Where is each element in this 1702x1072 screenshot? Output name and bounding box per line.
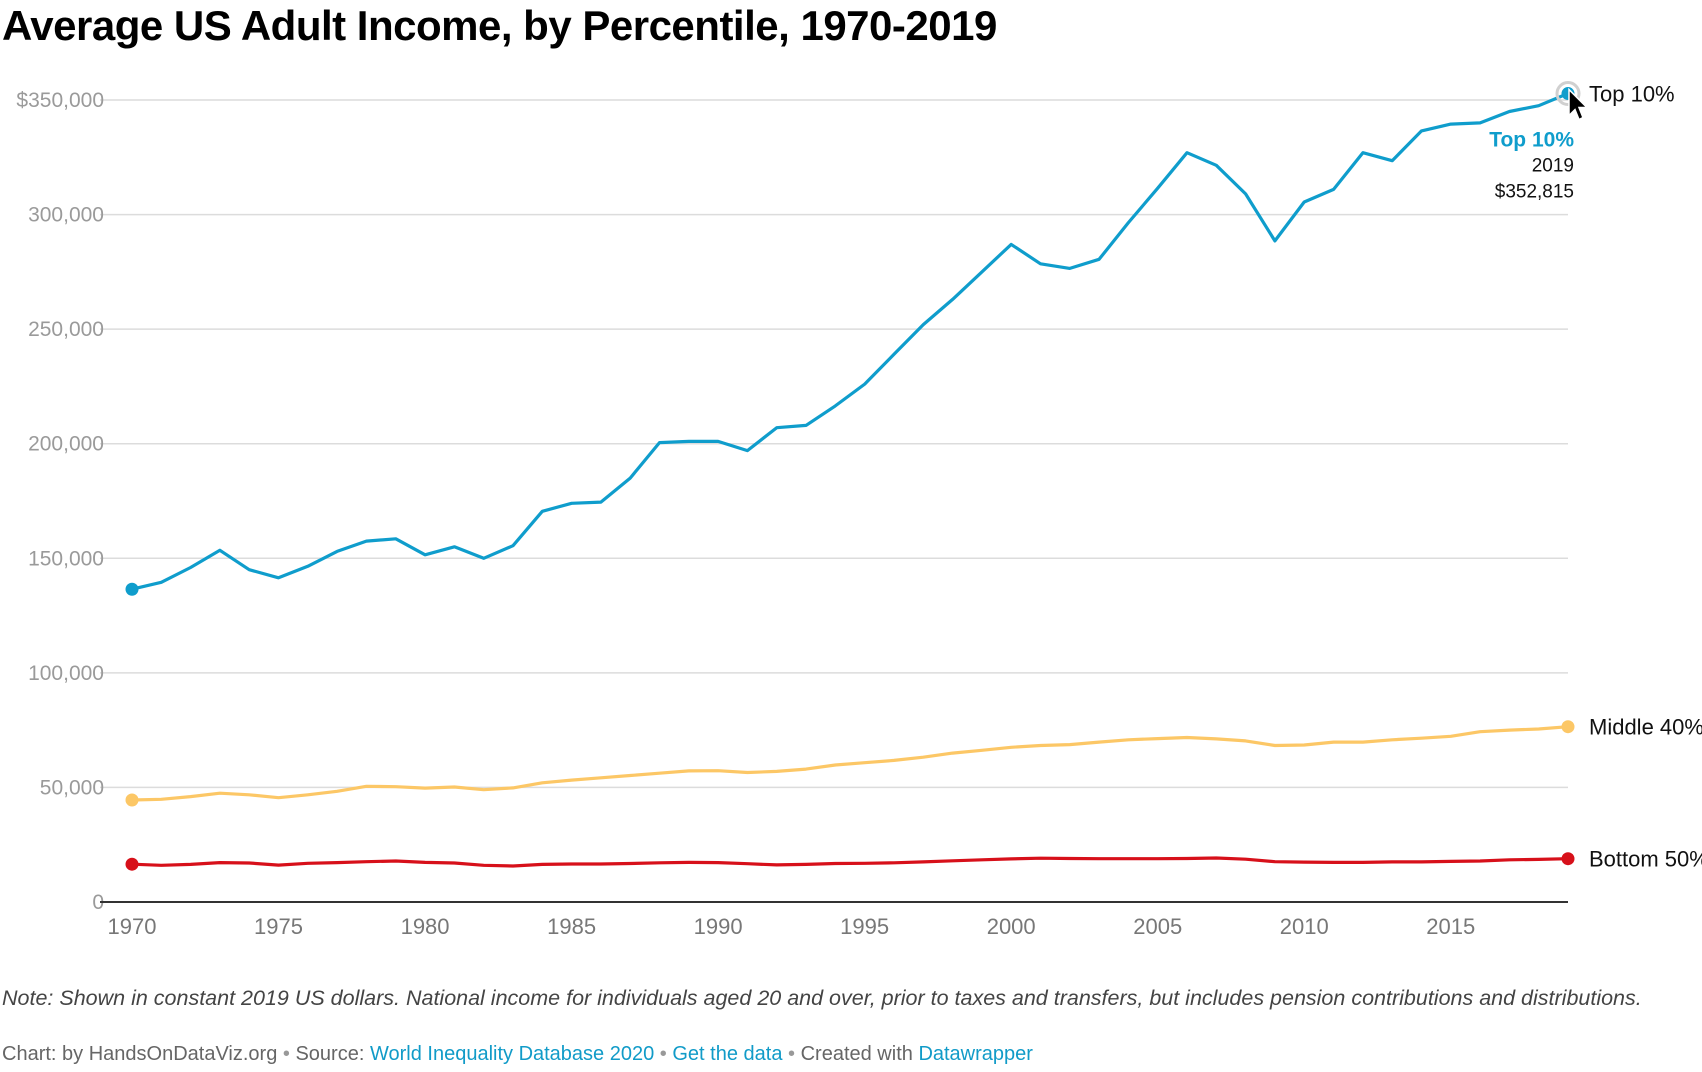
line-chart: 0 50,000 100,000 150,000 200,000 250,000 300,0… <box>16 81 1702 939</box>
y-tick-label: 300,000 <box>28 204 104 227</box>
chart-credit: Chart: by HandsOnDataViz.org <box>2 1043 278 1065</box>
x-tick-label: 2015 <box>1426 914 1475 939</box>
series-start-point <box>125 793 139 807</box>
series-start-point <box>125 582 139 596</box>
series-end-label: Bottom 50% <box>1589 847 1702 872</box>
x-tick-label: 1970 <box>108 914 157 939</box>
x-tick-label: 1990 <box>694 914 743 939</box>
created-with-prefix: Created with <box>800 1043 913 1065</box>
tooltip-series-name: Top 10% <box>1489 129 1574 152</box>
series-lines[interactable] <box>125 81 1581 871</box>
series-line[interactable] <box>130 725 1570 802</box>
source-prefix: Source: <box>295 1043 365 1065</box>
footer-separator: • <box>282 1043 290 1065</box>
tooltip-year: 2019 <box>1532 156 1574 177</box>
get-the-data-link[interactable]: Get the data <box>672 1043 783 1065</box>
hover-ring <box>1555 81 1581 107</box>
x-tick-label: 2000 <box>987 914 1036 939</box>
series-end-point[interactable] <box>1561 852 1575 866</box>
y-tick-label: 200,000 <box>28 433 104 456</box>
y-tick-label: 50,000 <box>40 776 104 799</box>
series-end-point[interactable] <box>1561 720 1575 734</box>
x-tick-label: 1995 <box>840 914 889 939</box>
x-tick-label: 1980 <box>401 914 450 939</box>
x-tick-label: 2005 <box>1133 914 1182 939</box>
series-line[interactable] <box>130 856 1570 868</box>
footer-separator: • <box>659 1043 667 1065</box>
tooltip-value: $352,815 <box>1495 182 1574 203</box>
series-end-label: Top 10% <box>1589 82 1675 107</box>
x-tick-label: 2010 <box>1280 914 1329 939</box>
datawrapper-link[interactable]: Datawrapper <box>918 1043 1033 1065</box>
footer-separator: • <box>788 1043 796 1065</box>
gridlines <box>100 99 1568 789</box>
mouse-cursor-icon <box>1568 87 1589 121</box>
y-tick-label: 0 <box>92 891 104 914</box>
x-tick-label: 1985 <box>547 914 596 939</box>
y-tick-label: $350,000 <box>16 89 104 112</box>
y-tick-label: 250,000 <box>28 318 104 341</box>
y-tick-label: 100,000 <box>28 662 104 685</box>
x-axis-tick-labels: 1970 1975 1980 1985 1990 1995 2000 2005 2010 2015 <box>108 914 1476 939</box>
x-tick-label: 1975 <box>254 914 303 939</box>
y-axis-tick-labels: 0 50,000 100,000 150,000 200,000 250,000 300,0… <box>16 89 104 914</box>
source-link[interactable]: World Inequality Database 2020 <box>369 1043 655 1065</box>
chart-footer: Chart: by HandsOnDataViz.org • Source: W… <box>2 1043 1033 1066</box>
series-line[interactable] <box>130 91 1570 591</box>
series-end-label: Middle 40% <box>1589 715 1702 740</box>
series-start-point <box>125 857 139 871</box>
hover-tooltip: Top 10% 2019 $352,815 <box>1489 129 1574 203</box>
chart-note: Note: Shown in constant 2019 US dollars.… <box>2 986 1642 1010</box>
y-tick-label: 150,000 <box>28 547 104 570</box>
series-end-labels: Top 10% Middle 40% Bottom 50% <box>1589 82 1702 872</box>
chart-title: Average US Adult Income, by Percentile, … <box>2 2 997 49</box>
